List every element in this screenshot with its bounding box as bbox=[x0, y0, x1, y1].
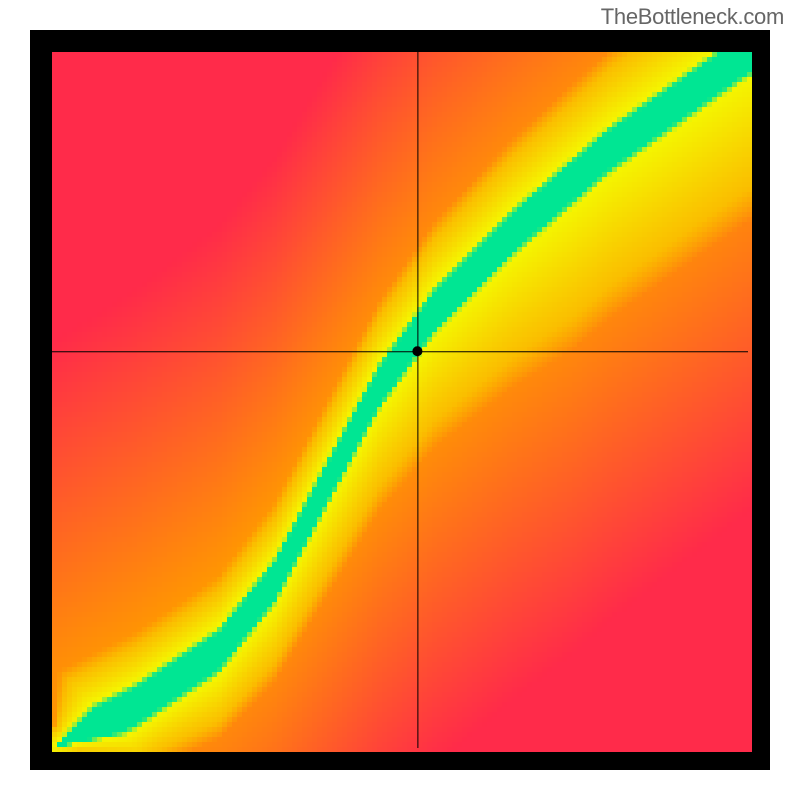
plot-frame bbox=[30, 30, 770, 770]
chart-container: TheBottleneck.com bbox=[0, 0, 800, 800]
heatmap-canvas bbox=[30, 30, 770, 770]
watermark-text: TheBottleneck.com bbox=[601, 4, 784, 30]
